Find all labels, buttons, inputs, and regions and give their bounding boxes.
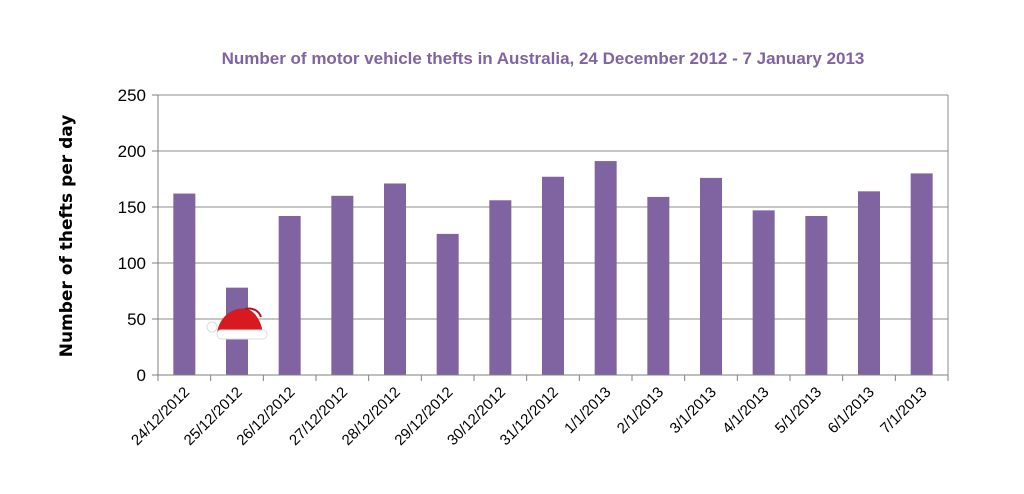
x-tick-labels: 24/12/201225/12/201226/12/201227/12/2012…	[128, 384, 930, 449]
x-tick-label: 3/1/2013	[667, 384, 720, 437]
bar-30/12/2012	[489, 200, 512, 375]
bar-6/1/2013	[858, 191, 880, 375]
x-tick-label: 6/1/2013	[825, 384, 878, 437]
bar-5/1/2013	[805, 215, 828, 375]
annotations	[206, 307, 268, 340]
bar-3/1/2013	[700, 177, 722, 375]
bar-24/12/2012	[173, 193, 196, 375]
x-tick-label: 2/1/2013	[614, 384, 667, 437]
bar-31/12/2012	[542, 176, 564, 375]
bar-7/1/2013	[910, 173, 933, 375]
bar-29/12/2012	[436, 233, 459, 375]
y-tick-labels: 0 50 100 150 200 250	[118, 86, 146, 385]
bar-28/12/2012	[384, 183, 406, 375]
x-tick-label: 7/1/2013	[877, 384, 930, 437]
x-tick-label: 4/1/2013	[719, 384, 772, 437]
chart-title: Number of motor vehicle thefts in Austra…	[222, 49, 865, 68]
x-tick-label: 1/1/2013	[561, 384, 614, 437]
santa-hat-icon	[206, 307, 268, 340]
bar-1/1/2013	[594, 161, 617, 375]
bars	[173, 161, 933, 375]
bar-4/1/2013	[752, 210, 775, 375]
y-tick-label: 100	[118, 254, 146, 273]
y-axis-label: Number of thefts per day	[57, 115, 77, 358]
y-tick-label: 150	[118, 198, 146, 217]
y-tick-label: 50	[127, 310, 146, 329]
y-tick-label: 200	[118, 142, 146, 161]
bar-26/12/2012	[278, 215, 301, 375]
y-tick-label: 250	[118, 86, 146, 105]
bar-27/12/2012	[331, 195, 354, 375]
x-tick-label: 5/1/2013	[772, 384, 825, 437]
axes	[152, 94, 949, 381]
y-tick-label: 0	[137, 366, 146, 385]
bar-2/1/2013	[647, 196, 670, 375]
